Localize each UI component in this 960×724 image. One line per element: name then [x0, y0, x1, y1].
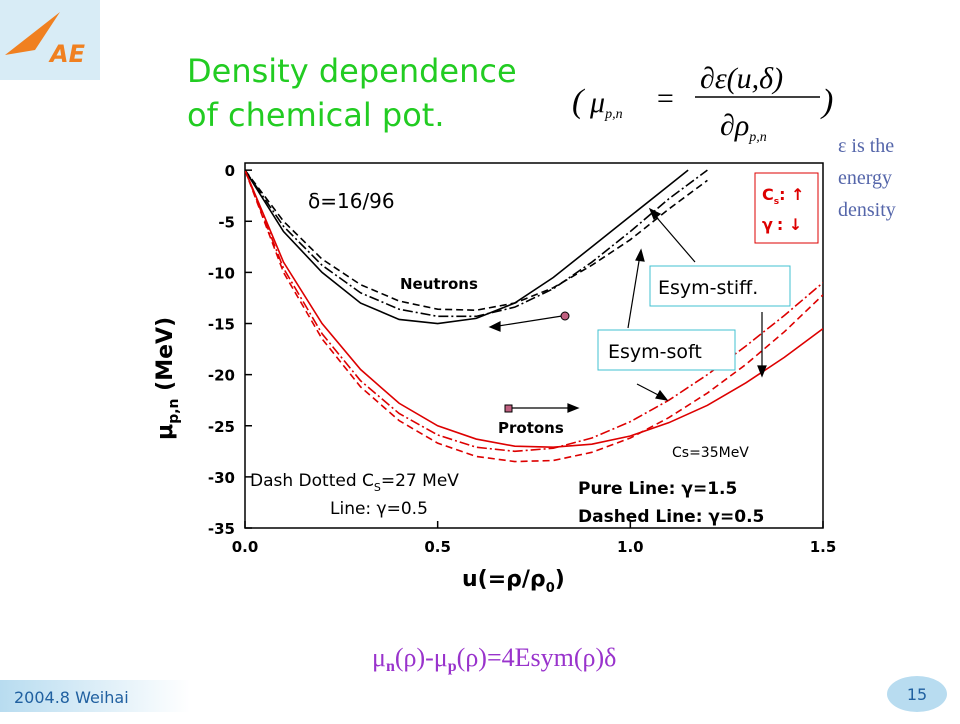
marker	[504, 404, 513, 413]
formula-den: ∂ρp,n	[720, 109, 767, 145]
annotation: Esym-stiff.	[658, 277, 758, 299]
annotation: Cs=35MeV	[672, 445, 749, 461]
y-tick-label: -25	[208, 418, 235, 436]
footer-bar	[0, 680, 190, 712]
formula: ( μp,n = ∂ε(u,δ) ∂ρp,n )	[572, 62, 833, 145]
y-tick-label: -5	[218, 213, 235, 231]
arrowhead	[648, 207, 662, 220]
footer-place: 2004.8 Weihai	[14, 688, 129, 707]
x-tick-label: 0.0	[232, 538, 259, 556]
plot-frame	[244, 162, 824, 529]
annotation: Neutrons	[400, 275, 478, 293]
annotation: Esym-soft	[608, 341, 702, 363]
annotation: Dashed Line: γ=0.5	[578, 507, 764, 527]
y-tick-label: 0	[225, 162, 235, 180]
logo-text: AE	[48, 40, 86, 68]
annotation: γ: ↓	[762, 215, 802, 234]
annotation: δ=16/96	[308, 189, 395, 213]
note: ε is the	[838, 135, 894, 157]
line-series	[245, 169, 689, 325]
title-line: of chemical pot.	[187, 96, 445, 134]
line-series	[245, 169, 823, 449]
y-axis-label: μp,n (MeV)	[153, 317, 182, 440]
y-tick-label: -35	[208, 520, 235, 538]
arrowhead	[567, 403, 580, 413]
arrows	[488, 207, 767, 413]
arrowhead	[635, 248, 645, 262]
y-tick-label: -20	[208, 367, 235, 385]
note: density	[838, 199, 896, 221]
title-line: Density dependence	[187, 52, 517, 90]
annotation: Pure Line: γ=1.5	[578, 479, 737, 499]
logo-wing	[5, 12, 60, 55]
y-tick-label: -10	[208, 264, 235, 282]
formula-paren: (	[572, 83, 586, 120]
y-tick-label: -30	[208, 469, 235, 487]
arrowhead	[488, 321, 501, 332]
line-series	[245, 169, 823, 463]
formula-lhs: μp,n	[589, 86, 623, 122]
plot-area	[245, 169, 823, 463]
formula-num: ∂ε(u,δ)	[700, 62, 783, 95]
arrowhead	[655, 389, 669, 401]
marker	[560, 311, 570, 321]
annotation: Line: γ=0.5	[330, 499, 428, 519]
page-badge	[887, 676, 947, 712]
formula-paren: )	[820, 83, 833, 120]
x-axis-label: u(=ρ/ρ0)	[462, 567, 565, 596]
label-box	[649, 265, 791, 307]
arrow	[627, 254, 641, 329]
y-tick-label: -15	[208, 316, 235, 334]
relation: μn(ρ)-μp(ρ)=4Esym(ρ)δ	[372, 643, 616, 675]
x-tick-label: 0.5	[424, 538, 451, 556]
arrowhead	[757, 365, 767, 378]
line-series	[245, 169, 708, 312]
label-box	[597, 329, 736, 371]
arrow	[651, 211, 696, 263]
annotation: Dash Dotted CS=27 MeV	[250, 471, 459, 494]
logo-bg	[0, 0, 100, 80]
line-series	[245, 169, 708, 318]
note: energy	[838, 167, 892, 189]
x-tick-label: 1.0	[617, 538, 644, 556]
annotation: Protons	[498, 419, 564, 437]
arrow	[491, 315, 563, 328]
x-tick-label: 1.5	[810, 538, 837, 556]
page-number: 15	[907, 685, 927, 704]
annotation: Cs: ↑	[762, 185, 804, 207]
cs-box	[754, 172, 819, 244]
formula-eq: =	[655, 82, 675, 115]
